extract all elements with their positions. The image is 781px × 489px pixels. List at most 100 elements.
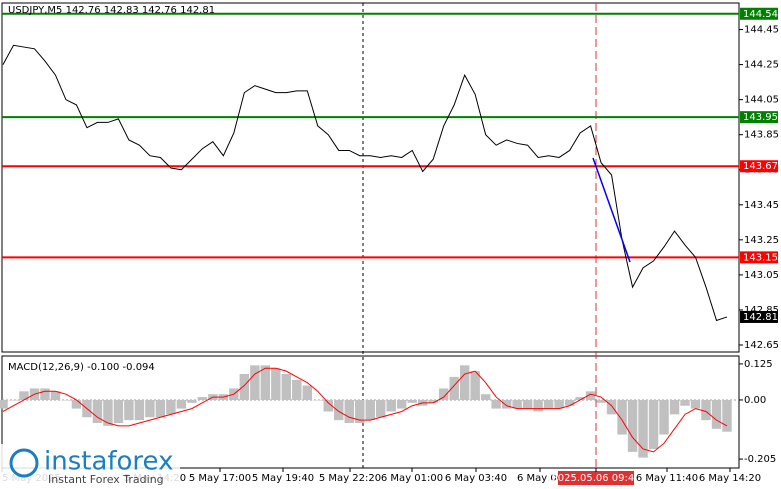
brand-tagline: Instant Forex Trading — [48, 473, 164, 486]
macd-bar — [145, 399, 155, 418]
macd-bar — [564, 399, 575, 406]
macd-bar — [606, 399, 617, 415]
trend-arrow — [592, 157, 631, 263]
macd-bar — [690, 399, 701, 409]
macd-bar — [71, 399, 82, 409]
macd-bar — [8, 399, 19, 401]
macd-bar — [501, 399, 512, 409]
macd-bar — [449, 376, 459, 400]
level-label-bg — [740, 7, 778, 20]
macd-panel — [1, 355, 740, 469]
macd-bar — [543, 399, 554, 409]
level-label: 143.67 — [743, 161, 778, 172]
last-price-label: 142.81 — [743, 312, 778, 323]
x-tick-label: 5 May 22:20 — [319, 473, 381, 484]
macd-bar — [166, 399, 176, 415]
macd-bar — [522, 399, 533, 409]
macd-bar — [155, 399, 166, 418]
x-tick-label: 6 May 11:40 — [636, 473, 698, 484]
macd-bar — [407, 399, 417, 403]
watermark: instaforex Instant Forex Trading — [0, 444, 180, 489]
price-panel — [1, 2, 740, 353]
macd-bar — [0, 399, 8, 409]
macd-bar — [365, 399, 375, 421]
macd-bar — [711, 399, 722, 429]
macd-bar — [92, 399, 103, 424]
level-label: 143.95 — [743, 112, 778, 123]
y-tick-label: 144.05 — [744, 95, 779, 106]
macd-bar — [19, 391, 29, 400]
macd-bar — [187, 399, 197, 403]
macd-bar — [103, 399, 113, 426]
macd-bar — [281, 374, 292, 400]
macd-bar — [386, 399, 396, 412]
macd-tick-label: -0.205 — [744, 454, 776, 465]
level-label-bg — [740, 111, 778, 124]
macd-bar — [627, 399, 638, 452]
macd-bar — [239, 374, 250, 400]
x-tick-label: 6 May 01:00 — [381, 473, 443, 484]
y-tick-label: 143.25 — [744, 235, 779, 246]
macd-bar — [575, 397, 585, 400]
y-tick-label: 142.85 — [744, 305, 779, 316]
macd-tick-label: 0.125 — [744, 359, 773, 370]
macd-bar — [334, 399, 344, 421]
macd-bar — [271, 368, 281, 400]
macd-bar — [292, 379, 302, 400]
x-tick-label: 5 May 17:00 — [189, 473, 251, 484]
y-tick-label: 142.65 — [744, 340, 779, 351]
y-tick-label: 144.45 — [744, 25, 779, 36]
x-tick-label: 6 May 06 — [517, 473, 563, 484]
x-tick-label: 5 May 19:40 — [252, 473, 314, 484]
macd-bar — [50, 391, 61, 400]
macd-bar — [512, 399, 522, 409]
macd-signal — [2, 367, 728, 453]
macd-bar — [470, 371, 480, 400]
level-label-bg — [740, 251, 778, 264]
macd-bar — [438, 388, 449, 400]
x-tick-label: 6 May 03:40 — [445, 473, 507, 484]
chart-title: USDJPY,M5 142.76 142.83 142.76 142.81 — [8, 5, 215, 16]
x-tick-label: 2025.05.06 09:40 — [551, 473, 640, 484]
macd-bar — [648, 399, 659, 449]
macd-bar — [313, 399, 323, 401]
macd-bar — [617, 399, 627, 435]
macd-bar — [124, 399, 134, 421]
macd-bar — [480, 394, 491, 400]
macd-bar — [491, 399, 501, 409]
macd-bar — [323, 399, 333, 412]
macd-bar — [701, 399, 711, 421]
indicator-title: MACD(12,26,9) -0.100 -0.094 — [8, 362, 155, 373]
macd-bar — [176, 399, 187, 409]
y-tick-label: 143.45 — [744, 200, 779, 211]
macd-bar — [533, 399, 543, 412]
macd-bar — [376, 399, 386, 418]
macd-bar — [61, 399, 71, 401]
y-tick-label: 144.25 — [744, 60, 779, 71]
macd-bar — [585, 391, 596, 400]
macd-bar — [638, 399, 648, 458]
x-tick-label: 6 May 14:20 — [699, 473, 761, 484]
y-tick-label: 143.85 — [744, 130, 779, 141]
macd-bar — [302, 385, 313, 400]
logo-icon — [9, 448, 39, 478]
last-price-bg — [740, 310, 778, 323]
macd-bar — [659, 399, 669, 435]
y-tick-label: 143.05 — [744, 270, 779, 281]
macd-bar — [197, 397, 208, 400]
time-highlight — [558, 471, 634, 485]
macd-bar — [260, 365, 271, 400]
macd-bar — [554, 399, 564, 409]
macd-bar — [596, 399, 606, 403]
level-label-bg — [740, 160, 778, 173]
price-line — [2, 44, 728, 322]
macd-bar — [344, 399, 354, 424]
macd-bar — [669, 399, 680, 415]
level-label: 143.15 — [743, 252, 778, 263]
macd-bar — [428, 399, 438, 403]
macd-bar — [134, 399, 145, 421]
macd-bar — [250, 365, 260, 400]
macd-bar — [680, 399, 690, 406]
brand: instaforex — [44, 447, 173, 477]
